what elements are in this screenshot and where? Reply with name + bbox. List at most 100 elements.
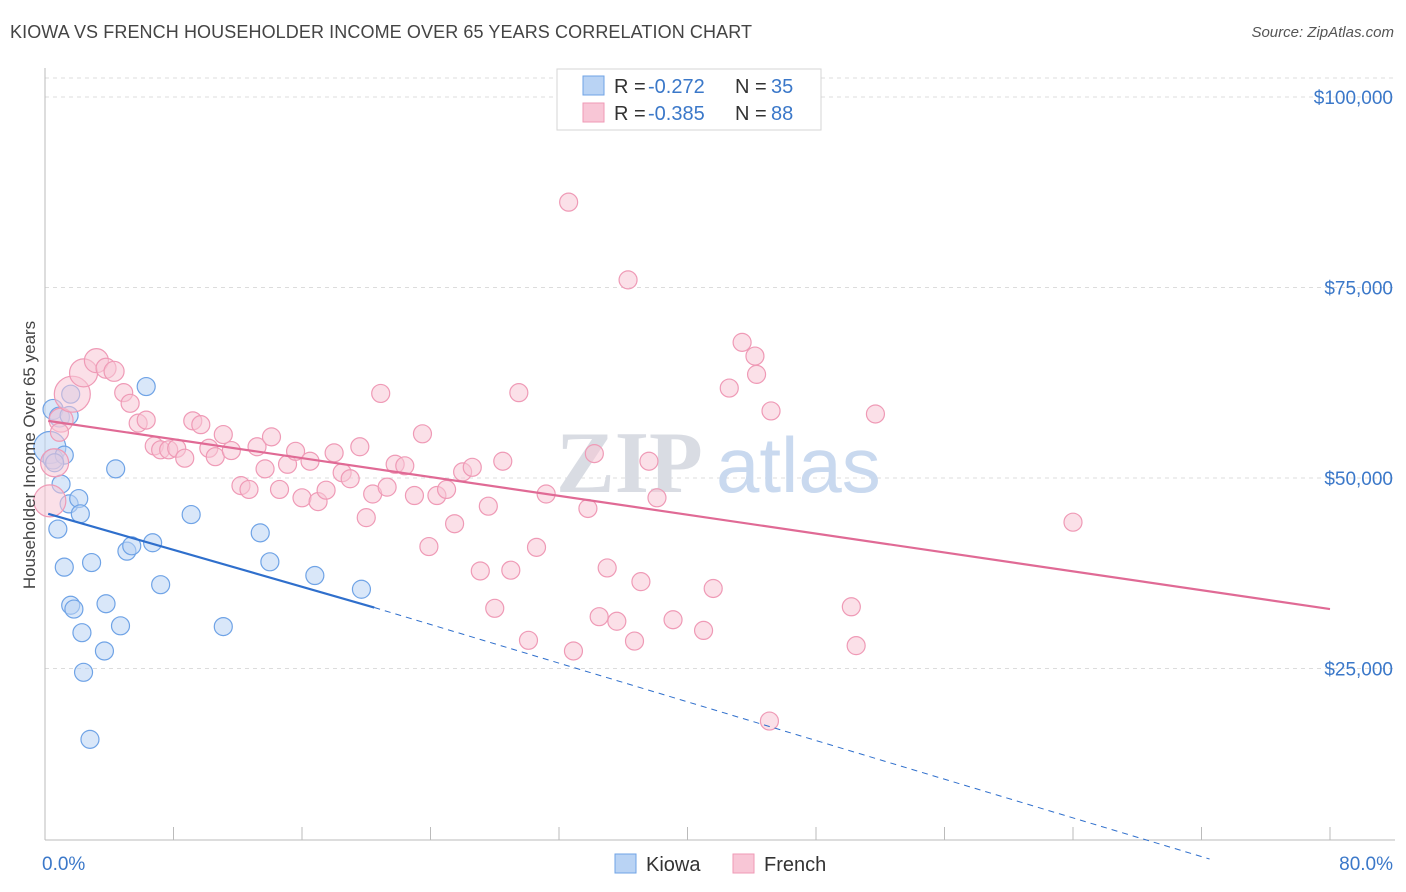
french-point-67 [597, 558, 617, 578]
watermark-zip: ZIP [556, 415, 703, 512]
watermark: ZIP atlas [556, 415, 881, 512]
french-point-20 [205, 447, 225, 467]
french-point-42 [377, 477, 397, 497]
french-point-69 [618, 270, 638, 290]
kiowa-trend-line [47, 512, 375, 609]
french-point-49 [436, 479, 457, 500]
french-point-28 [269, 479, 290, 500]
kiowa-swatch [582, 75, 605, 96]
french-point-26 [255, 459, 275, 479]
french-point-53 [470, 561, 490, 581]
french-point-76 [703, 578, 723, 599]
y-tick-label-2: $75,000 [1324, 279, 1393, 300]
french-point-59 [518, 630, 539, 650]
french-point-52 [462, 457, 482, 477]
source-label: Source: ZipAtlas.com [1251, 24, 1394, 41]
french-point-70 [624, 631, 645, 651]
french-point-78 [732, 332, 752, 352]
french-r-value: -0.385 [648, 103, 705, 125]
french-point-16 [175, 448, 195, 468]
french-point-81 [761, 401, 781, 421]
x-tick-label-1: 80.0% [1339, 854, 1393, 875]
french-point-11 [136, 410, 156, 430]
kiowa-point-11 [64, 599, 84, 619]
chart-title: KIOWA VS FRENCH HOUSEHOLDER INCOME OVER … [10, 22, 753, 42]
legend-french-swatch [732, 853, 755, 874]
kiowa-point-6 [48, 519, 68, 539]
french-point-66 [589, 607, 609, 627]
french-point-0 [33, 484, 67, 518]
french-point-54 [478, 496, 498, 516]
series-legend: Kiowa French [614, 853, 826, 876]
kiowa-point-18 [94, 641, 115, 661]
y-tick-label-3: $100,000 [1314, 88, 1393, 109]
french-point-72 [639, 451, 659, 471]
french-swatch [582, 102, 605, 123]
french-point-34 [316, 480, 336, 500]
french-point-60 [526, 537, 547, 557]
french-trend-line [48, 419, 1331, 611]
legend-french-label: French [764, 854, 826, 876]
french-point-18 [191, 415, 211, 435]
french-point-21 [213, 424, 233, 445]
kiowa-trend-extension [374, 607, 1210, 860]
kiowa-point-19 [96, 594, 116, 614]
kiowa-n-label: N = [735, 76, 767, 98]
stats-legend: R = -0.272 N = 35 R = -0.385 N = 88 [556, 68, 822, 131]
french-point-83 [841, 597, 861, 617]
french-point-80 [746, 364, 767, 384]
kiowa-point-28 [213, 616, 233, 637]
kiowa-point-20 [106, 459, 126, 479]
kiowa-point-14 [72, 623, 92, 643]
kiowa-point-32 [351, 579, 372, 599]
french-point-7 [103, 360, 125, 382]
french-point-71 [631, 572, 651, 592]
trend-lines [47, 419, 1331, 860]
french-point-77 [719, 378, 739, 398]
kiowa-point-16 [81, 552, 102, 573]
french-r-label: R = [614, 103, 646, 125]
french-point-82 [759, 711, 780, 731]
french-point-63 [563, 641, 584, 661]
french-point-65 [584, 444, 604, 464]
kiowa-point-15 [73, 662, 94, 682]
french-point-73 [647, 488, 667, 508]
kiowa-point-17 [80, 729, 100, 749]
french-point-37 [340, 469, 360, 489]
french-point-44 [395, 456, 415, 476]
kiowa-point-31 [305, 565, 325, 586]
kiowa-point-24 [136, 376, 156, 397]
french-point-50 [444, 514, 465, 534]
french-point-45 [404, 485, 425, 506]
watermark-atlas: atlas [716, 421, 881, 509]
french-point-27 [261, 427, 282, 447]
french-point-84 [846, 636, 866, 656]
kiowa-point-27 [181, 504, 201, 525]
french-point-55 [485, 598, 505, 618]
y-tick-label-0: $25,000 [1324, 660, 1393, 681]
french-point-9 [120, 393, 140, 413]
y-axis-label: Householder Income Over 65 years [20, 321, 39, 589]
french-point-68 [607, 611, 627, 631]
french-point-56 [493, 451, 513, 471]
french-point-46 [412, 424, 433, 444]
french-point-58 [509, 383, 529, 403]
french-point-86 [1063, 512, 1083, 532]
french-point-38 [350, 437, 370, 457]
french-point-62 [559, 192, 579, 212]
kiowa-point-7 [54, 557, 74, 577]
legend-kiowa-label: Kiowa [646, 854, 701, 876]
french-n-value: 88 [771, 103, 793, 125]
x-tick-label-0: 0.0% [42, 854, 85, 875]
french-n-label: N = [735, 103, 767, 125]
french-point-64 [578, 498, 598, 519]
kiowa-point-29 [250, 523, 270, 543]
kiowa-point-30 [260, 552, 280, 572]
french-point-74 [663, 610, 683, 630]
kiowa-n-value: 35 [771, 76, 793, 98]
french-point-57 [501, 560, 521, 580]
french-point-75 [693, 620, 714, 641]
french-point-1 [40, 448, 70, 478]
french-point-35 [324, 443, 344, 463]
